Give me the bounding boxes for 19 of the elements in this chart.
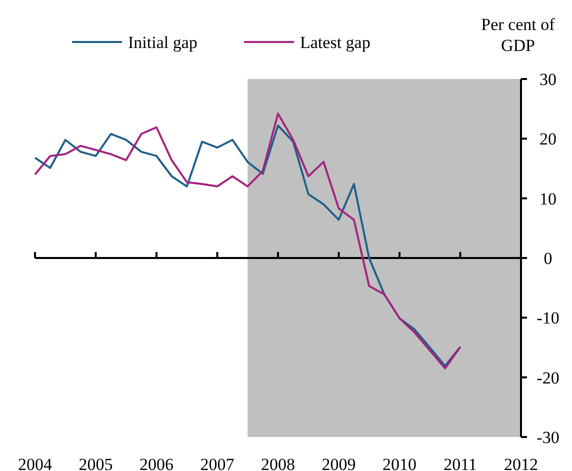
legend-label: Initial gap: [128, 33, 198, 52]
x-tick-label: 2008: [261, 455, 295, 471]
x-tick-label: 2005: [78, 455, 113, 471]
x-tick-label: 2010: [382, 455, 416, 471]
x-tick-label: 2007: [200, 455, 235, 471]
y-tick-label: 20: [540, 130, 556, 149]
y-tick-label: 30: [540, 70, 556, 89]
x-tick-label: 2011: [444, 455, 477, 471]
x-tick-label: 2012: [504, 455, 538, 471]
x-tick-label: 2009: [322, 455, 356, 471]
y-tick-label: 10: [540, 189, 556, 208]
y-tick-label: -30: [536, 428, 560, 447]
y-axis-title: Per cent of GDP: [481, 15, 556, 55]
legend-label: Latest gap: [300, 33, 370, 52]
x-tick-label: 2004: [18, 455, 52, 471]
y-tick-label: 0: [544, 249, 552, 268]
x-tick-label: 2006: [140, 455, 174, 471]
y-tick-label: -20: [536, 368, 560, 388]
y-tick-label: -10: [536, 308, 560, 328]
